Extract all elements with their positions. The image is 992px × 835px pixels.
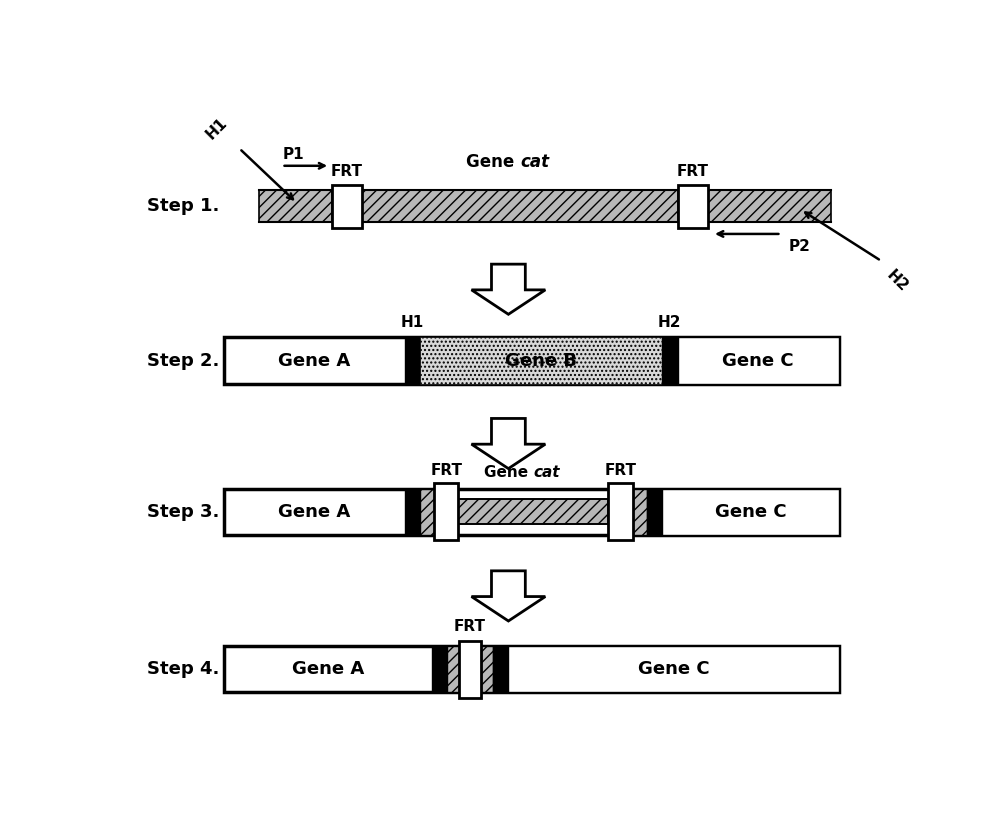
Text: Gene A: Gene A bbox=[292, 660, 364, 678]
Bar bbox=[459, 641, 481, 697]
Text: FRT: FRT bbox=[605, 463, 637, 478]
Text: Step 4.: Step 4. bbox=[147, 660, 219, 678]
Text: FRT: FRT bbox=[431, 463, 462, 478]
Text: Gene C: Gene C bbox=[638, 660, 709, 678]
Bar bbox=[331, 185, 362, 227]
Text: Gene C: Gene C bbox=[715, 503, 787, 521]
Text: H1: H1 bbox=[202, 115, 230, 142]
Bar bbox=[663, 488, 839, 535]
Bar bbox=[633, 488, 647, 535]
Polygon shape bbox=[471, 264, 546, 314]
Text: cat: cat bbox=[520, 153, 549, 171]
Text: cat: cat bbox=[534, 465, 559, 480]
Text: P2: P2 bbox=[789, 239, 810, 254]
Bar bbox=[663, 337, 678, 384]
Text: Gene: Gene bbox=[484, 465, 534, 480]
Bar bbox=[405, 337, 420, 384]
Text: H2: H2 bbox=[658, 315, 682, 330]
Bar bbox=[420, 488, 434, 535]
Text: Gene A: Gene A bbox=[278, 352, 350, 370]
Text: H1: H1 bbox=[401, 315, 424, 330]
Bar bbox=[362, 190, 678, 222]
Bar bbox=[708, 190, 831, 222]
Text: FRT: FRT bbox=[331, 164, 363, 179]
Text: Gene B: Gene B bbox=[505, 352, 577, 370]
Bar bbox=[420, 337, 663, 384]
Bar bbox=[224, 646, 839, 692]
Bar bbox=[509, 646, 839, 692]
Bar bbox=[678, 337, 839, 384]
Bar bbox=[447, 646, 459, 692]
Bar bbox=[434, 483, 458, 540]
Polygon shape bbox=[471, 418, 546, 468]
Bar bbox=[647, 488, 663, 535]
Text: Gene A: Gene A bbox=[278, 503, 350, 521]
Bar bbox=[458, 499, 608, 524]
Bar bbox=[678, 185, 708, 227]
Bar bbox=[493, 646, 509, 692]
Text: Step 2.: Step 2. bbox=[147, 352, 219, 370]
Text: Gene C: Gene C bbox=[722, 352, 794, 370]
Text: Step 3.: Step 3. bbox=[147, 503, 219, 521]
Bar bbox=[224, 337, 839, 384]
Text: P1: P1 bbox=[283, 147, 304, 162]
Polygon shape bbox=[471, 571, 546, 621]
Text: H2: H2 bbox=[883, 267, 911, 295]
Bar bbox=[405, 488, 420, 535]
Bar bbox=[432, 646, 447, 692]
Text: Gene: Gene bbox=[466, 153, 520, 171]
Text: FRT: FRT bbox=[677, 164, 709, 179]
Text: Step 1.: Step 1. bbox=[147, 197, 219, 215]
Bar bbox=[481, 646, 493, 692]
Text: FRT: FRT bbox=[454, 620, 486, 635]
Bar bbox=[608, 483, 633, 540]
Bar bbox=[259, 190, 331, 222]
Bar bbox=[224, 488, 839, 535]
